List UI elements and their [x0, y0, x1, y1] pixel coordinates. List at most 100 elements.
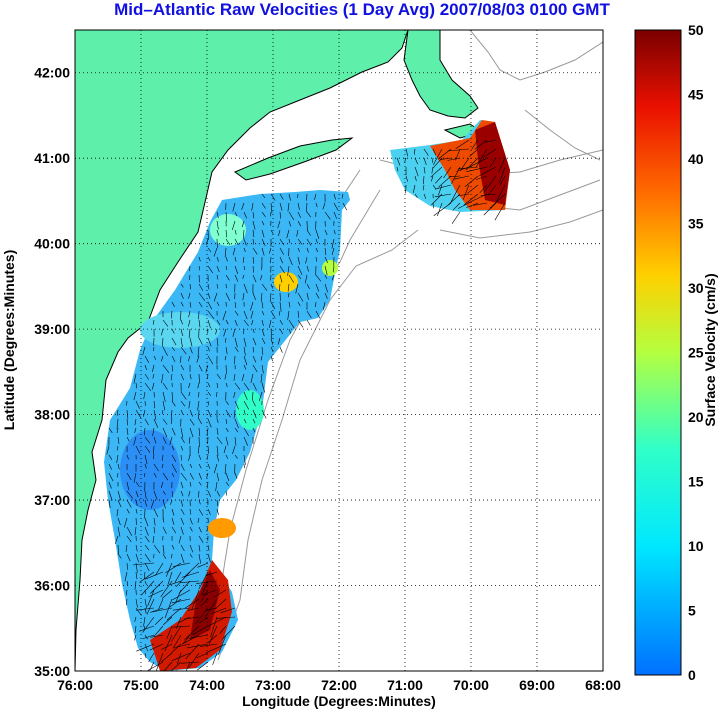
y-tick-label: 38:00: [34, 407, 70, 423]
velocity-vector: [498, 157, 506, 173]
velocity-vector: [162, 616, 173, 626]
velocity-vector: [216, 427, 219, 435]
velocity-vector: [171, 517, 175, 525]
velocity-vector: [216, 472, 219, 482]
velocity-vector: [126, 490, 134, 499]
velocity-vector: [270, 256, 272, 264]
patch-high-velocity: [190, 570, 220, 640]
velocity-vector: [287, 202, 290, 212]
velocity-vector: [207, 355, 214, 365]
velocity-vector: [457, 202, 470, 209]
velocity-vector: [171, 346, 176, 351]
velocity-vector: [261, 220, 265, 226]
velocity-vector: [216, 391, 218, 398]
velocity-vector: [474, 139, 488, 150]
velocity-vector: [447, 157, 461, 161]
velocity-vector: [342, 202, 348, 211]
velocity-vector: [162, 517, 165, 523]
velocity-vector: [270, 346, 274, 353]
velocity-vector: [171, 598, 191, 604]
velocity-vector: [153, 544, 161, 554]
velocity-vector: [143, 616, 146, 627]
velocity-vector: [232, 220, 236, 230]
velocity-vector: [463, 193, 479, 206]
velocity-vector: [116, 454, 119, 464]
velocity-vector: [108, 499, 111, 508]
velocity-vector: [225, 337, 227, 343]
y-tick-label: 35:00: [34, 663, 70, 679]
velocity-vector: [171, 328, 175, 334]
velocity-vector: [126, 418, 129, 426]
velocity-vector: [214, 598, 227, 610]
colorbar-label: Surface Velocity (cm/s): [702, 273, 718, 427]
velocity-vector: [108, 463, 112, 470]
velocity-vector: [306, 202, 308, 213]
velocity-vector: [261, 211, 266, 217]
velocity-vector: [180, 490, 184, 497]
velocity-vector: [489, 157, 497, 168]
velocity-vector: [171, 508, 175, 516]
velocity-vector: [170, 373, 173, 381]
velocity-vector: [243, 463, 245, 469]
velocity-vector: [133, 373, 137, 384]
velocity-vector: [162, 364, 170, 373]
velocity-vector: [288, 193, 291, 201]
velocity-vector: [252, 355, 257, 363]
velocity-vector: [222, 310, 227, 321]
velocity-vector: [234, 301, 237, 308]
velocity-vector: [243, 238, 247, 246]
velocity-vector: [177, 652, 182, 664]
velocity-vector: [288, 319, 295, 329]
velocity-vector: [270, 202, 273, 213]
velocity-vector: [243, 355, 248, 366]
velocity-vector: [423, 148, 429, 156]
velocity-vector: [196, 355, 200, 363]
velocity-vector: [405, 148, 409, 157]
velocity-vector: [261, 364, 264, 374]
velocity-vector: [189, 472, 194, 480]
velocity-vector: [243, 400, 249, 410]
velocity-vector: [243, 409, 246, 415]
velocity-vector: [198, 535, 204, 543]
velocity-vector: [221, 625, 236, 640]
velocity-vector: [234, 229, 237, 235]
velocity-vector: [141, 580, 155, 596]
velocity-vector: [198, 454, 202, 460]
velocity-vector: [435, 184, 452, 190]
velocity-vector: [297, 265, 303, 275]
velocity-vector: [207, 391, 212, 396]
velocity-vector: [108, 454, 113, 460]
velocity-vector: [455, 139, 470, 150]
velocity-vector: [279, 283, 281, 292]
velocity-vector: [144, 364, 147, 370]
velocity-vector: [261, 193, 266, 199]
velocity-vector: [161, 652, 173, 663]
velocity-vector: [483, 175, 497, 193]
velocity-vector: [260, 274, 263, 281]
velocity-vector: [117, 526, 121, 537]
velocity-vector: [473, 202, 488, 206]
velocity-vector: [431, 166, 434, 174]
velocity-vector: [117, 463, 120, 470]
velocity-vector: [171, 454, 177, 462]
velocity-vector: [224, 355, 227, 361]
velocity-vector: [153, 490, 158, 500]
velocity-vector: [151, 607, 173, 613]
velocity-vector: [288, 211, 295, 221]
velocity-vector: [207, 301, 213, 310]
velocity-vector: [279, 328, 284, 335]
velocity-vector: [144, 571, 146, 580]
velocity-vector: [149, 643, 164, 651]
velocity-vector: [243, 328, 245, 335]
velocity-vector: [306, 310, 312, 318]
velocity-vector: [279, 202, 283, 211]
velocity-vector: [144, 445, 151, 453]
velocity-vector: [250, 310, 254, 319]
velocity-vector: [126, 427, 129, 436]
velocity-vector: [208, 625, 218, 645]
velocity-vector: [152, 535, 155, 544]
velocity-vector: [188, 634, 209, 639]
velocity-vector: [198, 292, 206, 301]
velocity-vector: [135, 409, 142, 419]
velocity-vector: [154, 616, 164, 626]
